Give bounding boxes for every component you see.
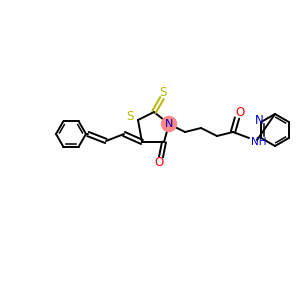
Text: S: S — [159, 85, 167, 98]
Text: NH: NH — [251, 137, 266, 147]
Text: N: N — [165, 119, 173, 129]
Text: O: O — [154, 157, 164, 169]
Text: N: N — [255, 113, 263, 127]
Circle shape — [161, 116, 176, 131]
Text: S: S — [126, 110, 134, 124]
Text: O: O — [236, 106, 244, 118]
